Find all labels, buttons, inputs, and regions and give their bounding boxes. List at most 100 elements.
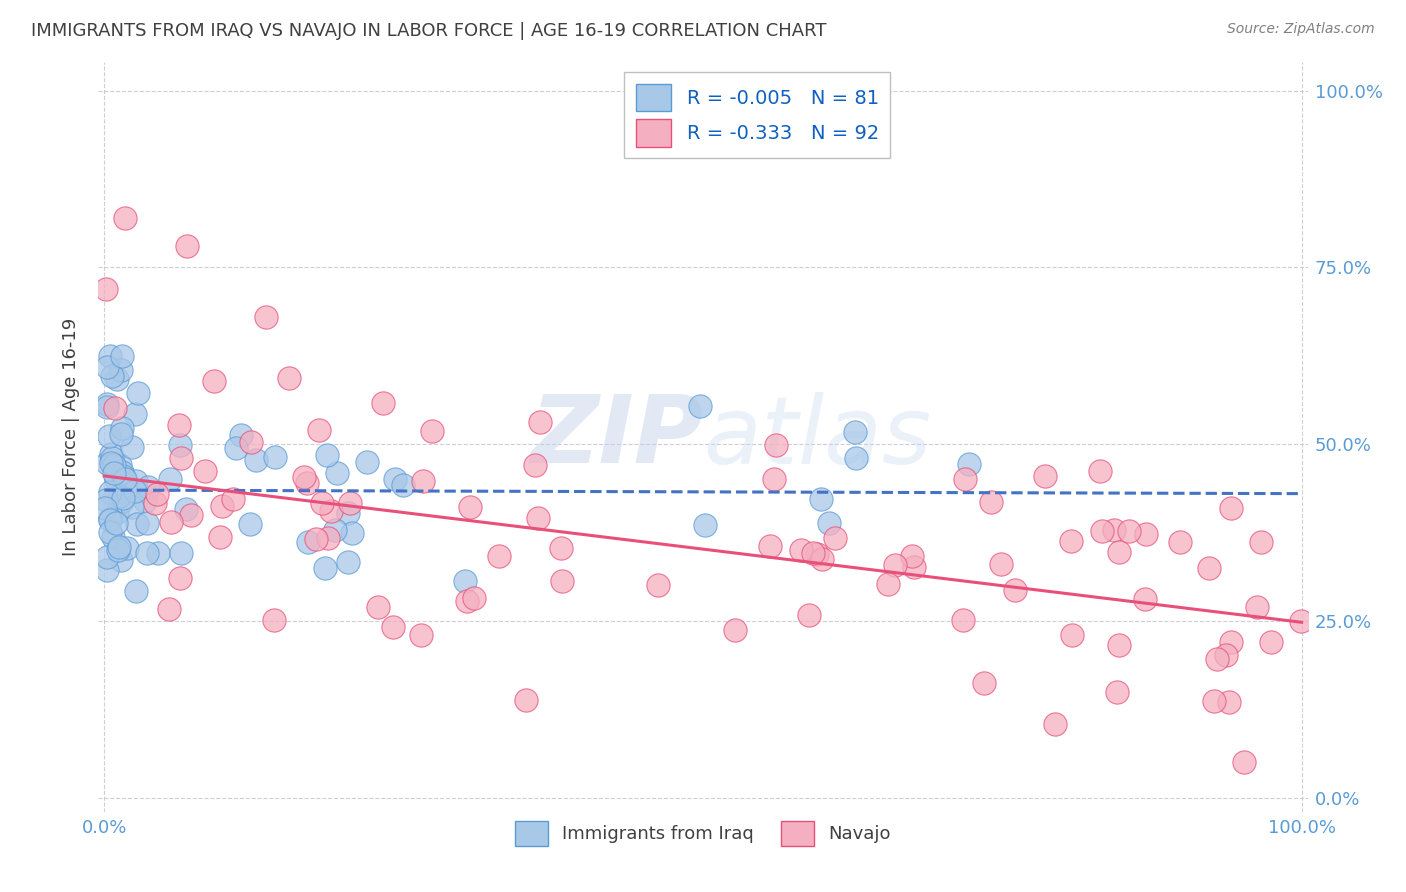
Point xyxy=(115,541,138,555)
Point xyxy=(110,363,132,377)
Point xyxy=(146,546,169,560)
Point xyxy=(121,500,143,514)
Point xyxy=(458,500,481,515)
Point xyxy=(110,427,132,442)
Point xyxy=(98,513,121,527)
Point xyxy=(94,501,117,516)
Point xyxy=(384,472,406,486)
Point xyxy=(111,420,134,434)
Point xyxy=(136,480,159,494)
Point xyxy=(339,496,361,510)
Point xyxy=(239,435,262,450)
Point xyxy=(801,546,824,560)
Point xyxy=(100,451,122,466)
Point xyxy=(105,372,128,386)
Point xyxy=(340,525,363,540)
Point xyxy=(105,472,128,486)
Point xyxy=(134,494,156,508)
Point xyxy=(952,613,974,627)
Point xyxy=(263,450,285,464)
Point xyxy=(103,458,125,472)
Point xyxy=(114,472,136,486)
Point xyxy=(145,487,167,501)
Point xyxy=(723,623,745,637)
Point xyxy=(111,494,134,508)
Point xyxy=(529,415,551,429)
Point xyxy=(169,418,191,433)
Point xyxy=(1219,501,1241,516)
Point xyxy=(382,620,405,634)
Point xyxy=(96,563,118,577)
Point xyxy=(1215,648,1237,663)
Point xyxy=(295,476,318,491)
Point xyxy=(143,496,166,510)
Point xyxy=(1118,524,1140,538)
Point xyxy=(96,397,118,411)
Point xyxy=(373,395,395,409)
Point xyxy=(1033,468,1056,483)
Point xyxy=(174,501,197,516)
Point xyxy=(160,515,183,529)
Point xyxy=(98,485,121,500)
Point xyxy=(107,540,129,554)
Point xyxy=(877,577,900,591)
Point xyxy=(824,531,846,545)
Point xyxy=(98,349,121,363)
Point xyxy=(326,466,349,480)
Point xyxy=(810,491,832,506)
Point xyxy=(111,465,134,479)
Point xyxy=(901,549,924,563)
Point xyxy=(103,466,125,480)
Point xyxy=(1088,464,1111,478)
Point xyxy=(453,574,475,588)
Point xyxy=(176,239,198,253)
Point xyxy=(297,534,319,549)
Point xyxy=(292,470,315,484)
Text: Source: ZipAtlas.com: Source: ZipAtlas.com xyxy=(1227,22,1375,37)
Point xyxy=(314,561,336,575)
Point xyxy=(101,369,124,384)
Point xyxy=(98,524,121,539)
Point xyxy=(1102,523,1125,537)
Point xyxy=(953,472,976,486)
Point xyxy=(209,530,232,544)
Point xyxy=(957,457,980,471)
Point xyxy=(367,599,389,614)
Point xyxy=(111,491,134,505)
Point xyxy=(695,517,717,532)
Point xyxy=(884,558,907,573)
Point xyxy=(110,552,132,566)
Text: atlas: atlas xyxy=(703,392,931,483)
Point xyxy=(765,438,787,452)
Text: IMMIGRANTS FROM IRAQ VS NAVAJO IN LABOR FORCE | AGE 16-19 CORRELATION CHART: IMMIGRANTS FROM IRAQ VS NAVAJO IN LABOR … xyxy=(31,22,827,40)
Point xyxy=(124,407,146,421)
Point xyxy=(1168,534,1191,549)
Point xyxy=(169,571,191,585)
Point xyxy=(1219,634,1241,648)
Point xyxy=(1004,582,1026,597)
Point xyxy=(105,516,128,530)
Point xyxy=(551,574,574,588)
Point xyxy=(903,560,925,574)
Point xyxy=(170,546,193,560)
Point xyxy=(125,584,148,599)
Point xyxy=(100,447,122,461)
Point xyxy=(305,533,328,547)
Point xyxy=(789,542,811,557)
Point xyxy=(1108,545,1130,559)
Point xyxy=(1060,628,1083,642)
Point xyxy=(100,456,122,470)
Point xyxy=(1202,694,1225,708)
Point xyxy=(356,454,378,468)
Point xyxy=(239,516,262,531)
Point xyxy=(96,400,118,414)
Point xyxy=(127,386,149,401)
Point xyxy=(96,456,118,470)
Point xyxy=(973,675,995,690)
Point xyxy=(1205,651,1227,665)
Point xyxy=(1198,560,1220,574)
Point xyxy=(337,507,360,521)
Point xyxy=(762,472,785,486)
Point xyxy=(180,508,202,523)
Point xyxy=(1233,756,1256,770)
